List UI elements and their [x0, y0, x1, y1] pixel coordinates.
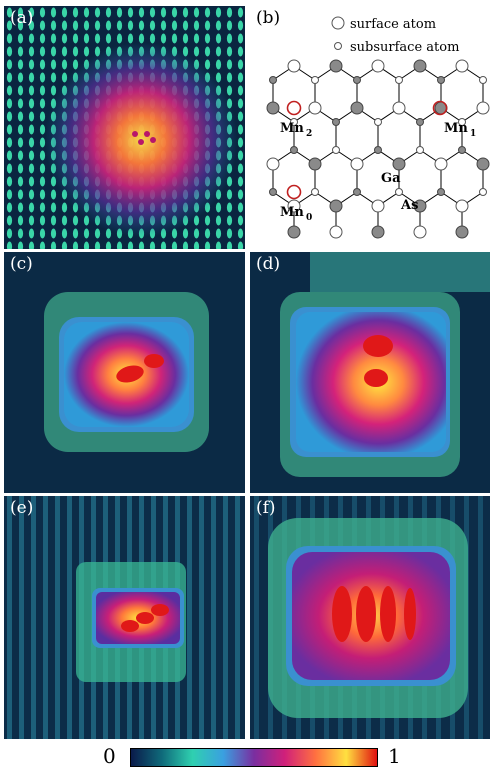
panel-a-label: (a): [10, 8, 34, 28]
subsurface-atoms: [290, 76, 487, 196]
surface-atom-legend-icon: [331, 16, 345, 30]
panel-f-image: [250, 496, 490, 739]
panel-f-label: (f): [256, 498, 276, 518]
subsurface-atoms-grey: [269, 76, 466, 196]
label-as: As: [400, 198, 418, 213]
panel-a-image: [4, 6, 245, 249]
panel-a: (a): [4, 6, 245, 249]
panel-b-label: (b): [256, 8, 281, 28]
panel-c-image: [4, 252, 245, 493]
panel-e: (e): [4, 496, 245, 739]
label-ga: Ga: [381, 171, 401, 186]
label-mn0-sub: 0: [306, 213, 312, 223]
label-mn1: Mn: [444, 121, 468, 136]
label-mn2-sub: 2: [306, 129, 312, 139]
panel-c: (c): [4, 252, 245, 493]
subsurface-atom-legend-icon: [334, 42, 342, 50]
panel-d-image: [250, 252, 490, 493]
panel-f: (f): [250, 496, 490, 739]
panel-e-label: (e): [10, 498, 34, 518]
label-mn1-sub: 1: [470, 129, 476, 139]
surface-atoms: [266, 59, 490, 239]
label-mn0: Mn: [280, 205, 304, 220]
panel-c-label: (c): [10, 254, 33, 274]
panel-d: (d): [250, 252, 490, 493]
label-mn2: Mn: [280, 121, 304, 136]
colorbar-gradient: [130, 748, 378, 767]
colorbar-min-label: 0: [103, 744, 116, 768]
legend-surface: surface atom: [350, 17, 436, 32]
legend-subsurface: subsurface atom: [350, 40, 459, 55]
panel-d-label: (d): [256, 254, 281, 274]
lattice-diagram: surface atom subsurface atom Mn 2 Mn 1 M…: [266, 16, 490, 239]
surface-atoms-grey: [266, 59, 490, 239]
mn-markers: [286, 100, 448, 200]
colorbar-max-label: 1: [388, 744, 401, 768]
panel-e-image: [4, 496, 245, 739]
colorbar: 0 1: [0, 742, 492, 770]
panel-b: surface atom subsurface atom Mn 2 Mn 1 M…: [250, 6, 490, 249]
